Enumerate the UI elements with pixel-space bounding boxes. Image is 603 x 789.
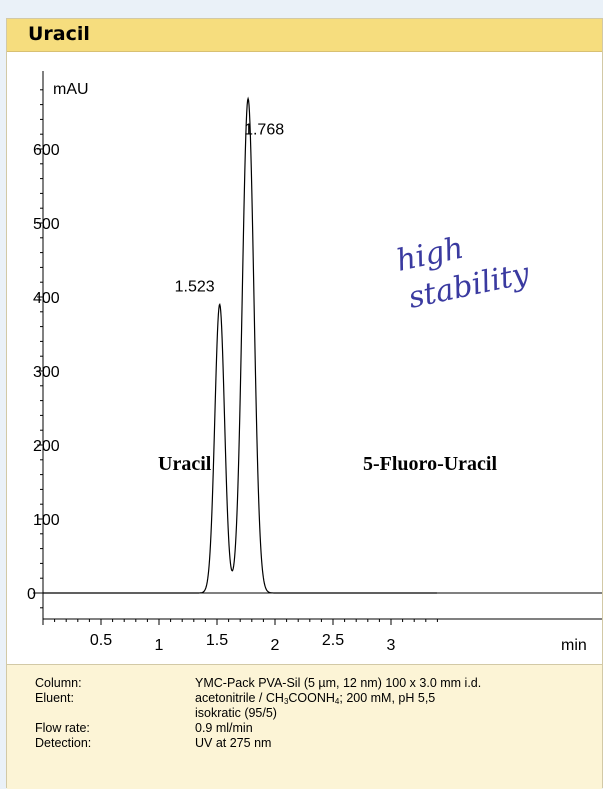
x-tick-label: 2 <box>271 637 280 654</box>
figure-title: Uracil <box>28 23 90 45</box>
peak-label-1: 1.523 <box>175 278 215 295</box>
y-tick-label: 100 <box>33 512 60 529</box>
y-axis-title: mAU <box>53 81 89 98</box>
detection-label: Detection: <box>35 736 92 750</box>
flow-value: 0.9 ml/min <box>195 721 253 735</box>
chart-labels: 0 100 200 300 400 500 600 0.5 1 1.5 2 2.5 3 mAU min 1.5… <box>27 81 587 654</box>
eluent-label: Eluent: <box>35 691 74 705</box>
compound-label-5-fluoro-uracil: 5-Fluoro-Uracil <box>363 453 497 475</box>
y-tick-label: 400 <box>33 290 60 307</box>
column-value: YMC-Pack PVA-Sil (5 µm, 12 nm) 100 x 3.0… <box>195 676 482 690</box>
x-tick-label: 0.5 <box>90 632 112 649</box>
compound-label-uracil: Uracil <box>158 453 212 475</box>
eluent-text-c: ; 200 mM, pH 5,5 <box>339 691 436 705</box>
x-tick-label: 1 <box>155 637 164 654</box>
title-bar: Uracil <box>7 19 602 52</box>
y-tick-label: 500 <box>33 216 60 233</box>
eluent-sub-1: 3 <box>283 697 289 706</box>
column-label: Column: <box>35 676 82 690</box>
peak-label-2: 1.768 <box>244 122 284 139</box>
chromatogram-chart: 0 100 200 300 400 500 600 0.5 1 1.5 2 2.5 3 mAU min 1.5… <box>27 71 602 654</box>
y-tick-label: 200 <box>33 438 60 455</box>
eluent-sub-2: 4 <box>334 697 340 706</box>
eluent-text-a: acetonitrile / CH <box>195 691 284 705</box>
x-tick-label: 1.5 <box>206 632 228 649</box>
x-axis-title: min <box>561 637 587 654</box>
eluent-line2: isokratic (95/5) <box>195 706 277 720</box>
flow-label: Flow rate: <box>35 721 90 735</box>
y-tick-label: 0 <box>27 586 36 603</box>
eluent-value: acetonitrile / CH3COONH4; 200 mM, pH 5,5 <box>195 691 435 706</box>
chromatogram-trace <box>43 96 437 594</box>
chart-ticks <box>37 89 438 625</box>
detection-value: UV at 275 nm <box>195 736 272 750</box>
x-tick-label: 3 <box>387 637 396 654</box>
x-tick-label: 2.5 <box>322 632 344 649</box>
eluent-text-b: COONH <box>288 691 335 705</box>
figure-panel: Uracil 0 100 200 300 400 500 600 0.5 1 1.5 2 2.5 3 mA… <box>6 18 603 789</box>
chart-series <box>43 96 437 594</box>
y-tick-label: 600 <box>33 142 60 159</box>
chart-axes <box>33 71 602 620</box>
y-tick-label: 300 <box>33 364 60 381</box>
conditions-panel: Column: YMC-Pack PVA-Sil (5 µm, 12 nm) 1… <box>7 664 602 789</box>
